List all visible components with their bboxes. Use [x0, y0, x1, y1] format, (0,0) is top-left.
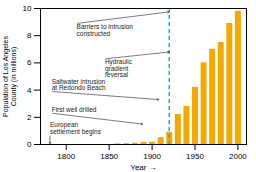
- svg-text:1950: 1950: [186, 152, 204, 161]
- svg-text:Hydraulicgradientreversal: Hydraulicgradientreversal: [105, 58, 133, 78]
- svg-text:Saltwater intrusionat Redondo: Saltwater intrusionat Redondo Beach: [52, 78, 106, 92]
- svg-text:First well drilled: First well drilled: [52, 106, 97, 113]
- svg-text:6: 6: [27, 58, 32, 67]
- svg-text:1800: 1800: [57, 152, 75, 161]
- svg-text:2: 2: [27, 113, 32, 122]
- svg-text:0: 0: [27, 140, 32, 149]
- svg-text:1850: 1850: [100, 152, 118, 161]
- svg-text:Europeansettlement begins: Europeansettlement begins: [50, 121, 102, 136]
- svg-text:Year →: Year →: [130, 163, 156, 172]
- svg-text:10: 10: [23, 4, 32, 13]
- svg-text:8: 8: [27, 31, 32, 40]
- svg-text:1900: 1900: [143, 152, 161, 161]
- svg-text:4: 4: [27, 86, 32, 95]
- svg-text:2000: 2000: [229, 152, 247, 161]
- svg-text:Barriers to intrusionconstruct: Barriers to intrusionconstructed: [77, 23, 134, 36]
- svg-text:Population of Los AngelesCount: Population of Los AngelesCounty (in mill…: [2, 36, 18, 117]
